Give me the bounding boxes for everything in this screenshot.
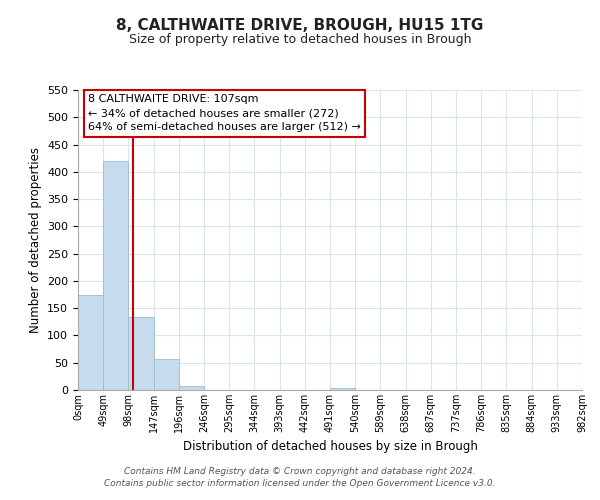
Text: Contains HM Land Registry data © Crown copyright and database right 2024.
Contai: Contains HM Land Registry data © Crown c… <box>104 466 496 487</box>
Text: Size of property relative to detached houses in Brough: Size of property relative to detached ho… <box>129 32 471 46</box>
Text: 8, CALTHWAITE DRIVE, BROUGH, HU15 1TG: 8, CALTHWAITE DRIVE, BROUGH, HU15 1TG <box>116 18 484 32</box>
Y-axis label: Number of detached properties: Number of detached properties <box>29 147 41 333</box>
Bar <box>154 359 179 390</box>
X-axis label: Distribution of detached houses by size in Brough: Distribution of detached houses by size … <box>182 440 478 454</box>
Text: 8 CALTHWAITE DRIVE: 107sqm
← 34% of detached houses are smaller (272)
64% of sem: 8 CALTHWAITE DRIVE: 107sqm ← 34% of deta… <box>88 94 361 132</box>
Bar <box>78 294 103 390</box>
Bar <box>103 161 128 390</box>
Bar <box>330 388 355 390</box>
Bar <box>179 386 204 390</box>
Bar <box>128 318 154 390</box>
